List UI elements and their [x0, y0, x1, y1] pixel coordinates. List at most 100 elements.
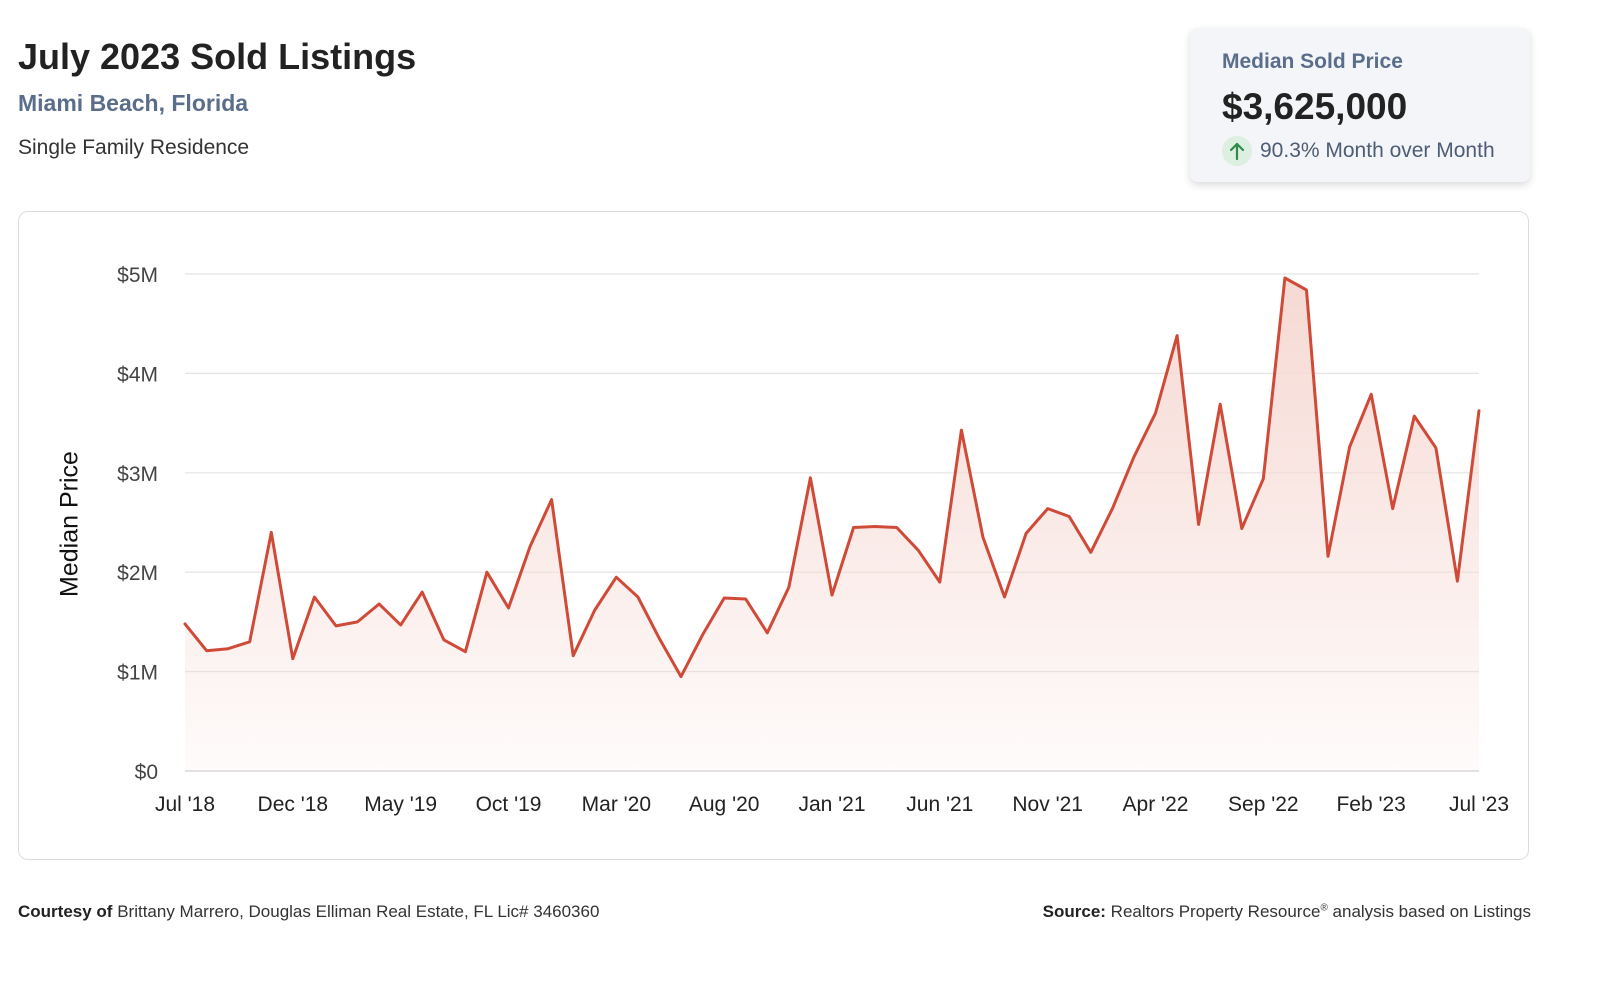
x-tick-label: Feb '23	[1336, 793, 1405, 816]
x-tick-label: Jul '23	[1449, 793, 1509, 816]
x-tick-label: Oct '19	[476, 793, 542, 816]
data-point	[313, 596, 316, 599]
x-tick-label: May '19	[364, 793, 437, 816]
data-point	[895, 526, 898, 529]
data-point	[356, 620, 359, 623]
data-point	[1219, 403, 1222, 406]
x-tick-label: Nov '21	[1012, 793, 1083, 816]
data-point	[1434, 446, 1437, 449]
data-point	[1478, 409, 1481, 412]
data-point	[572, 654, 575, 657]
area-fill	[185, 278, 1479, 771]
data-point	[270, 531, 273, 534]
location-subtitle: Miami Beach, Florida	[18, 90, 249, 116]
data-point	[1240, 527, 1243, 530]
data-point	[1391, 507, 1394, 510]
data-point	[1154, 412, 1157, 415]
data-point	[831, 594, 834, 597]
source-label: Source:	[1042, 902, 1106, 921]
card-value: $3,625,000	[1222, 86, 1408, 127]
data-point	[723, 597, 726, 600]
page-title: July 2023 Sold Listings	[18, 36, 417, 77]
data-point	[982, 536, 985, 539]
data-point	[184, 622, 187, 625]
data-point	[550, 498, 553, 501]
data-point	[593, 609, 596, 612]
x-tick-label: Dec '18	[258, 793, 329, 816]
data-point	[335, 624, 338, 627]
data-point	[809, 476, 812, 479]
median-sold-price-card: Median Sold Price $3,625,000 90.3% Month…	[1190, 28, 1530, 182]
data-point	[205, 649, 208, 652]
data-point	[464, 650, 467, 653]
data-point	[1089, 551, 1092, 554]
data-point	[1413, 415, 1416, 418]
arrow-up-icon	[1222, 136, 1252, 166]
data-point	[378, 603, 381, 606]
data-point	[874, 525, 877, 528]
data-point	[1348, 446, 1351, 449]
property-type: Single Family Residence	[18, 136, 250, 159]
y-tick-label: $5M	[117, 264, 158, 287]
data-point	[421, 591, 424, 594]
data-point	[1132, 455, 1135, 458]
data-point	[960, 429, 963, 432]
data-point	[1262, 477, 1265, 480]
data-point	[917, 549, 920, 552]
courtesy-label: Courtesy of	[18, 902, 113, 921]
data-point	[938, 581, 941, 584]
y-tick-label: $3M	[117, 463, 158, 486]
data-point	[227, 647, 230, 650]
y-axis-label: Median Price	[55, 451, 84, 597]
data-point	[1283, 277, 1286, 280]
data-point	[636, 596, 639, 599]
x-tick-label: Jul '18	[155, 793, 215, 816]
x-tick-label: Apr '22	[1123, 793, 1189, 816]
data-point	[1025, 532, 1028, 535]
courtesy-footer: Courtesy of Brittany Marrero, Douglas El…	[18, 902, 599, 922]
x-tick-label: Sep '22	[1228, 793, 1299, 816]
card-change-text: 90.3% Month over Month	[1260, 139, 1495, 162]
data-point	[529, 545, 532, 548]
data-point	[852, 526, 855, 529]
source-footer: Source: Realtors Property Resource® anal…	[1043, 902, 1531, 922]
source-text: Realtors Property Resource	[1110, 902, 1321, 921]
data-point	[1370, 393, 1373, 396]
courtesy-text: Brittany Marrero, Douglas Elliman Real E…	[117, 902, 600, 921]
data-point	[1046, 507, 1049, 510]
data-point	[680, 675, 683, 678]
data-point	[1068, 515, 1071, 518]
data-point	[1176, 334, 1179, 337]
x-tick-label: Aug '20	[689, 793, 760, 816]
data-point	[507, 607, 510, 610]
data-point	[1197, 523, 1200, 526]
data-point	[787, 586, 790, 589]
y-tick-label: $0	[135, 761, 158, 784]
data-point	[744, 598, 747, 601]
data-point	[1003, 596, 1006, 599]
source-text-2: analysis based on Listings	[1327, 902, 1531, 921]
data-point	[248, 640, 251, 643]
data-point	[291, 657, 294, 660]
data-point	[442, 638, 445, 641]
data-point	[485, 571, 488, 574]
data-point	[1305, 288, 1308, 291]
data-point	[615, 576, 618, 579]
data-point	[1456, 580, 1459, 583]
data-point	[701, 633, 704, 636]
data-point	[658, 637, 661, 640]
x-tick-label: Jun '21	[906, 793, 973, 816]
x-tick-label: Jan '21	[798, 793, 865, 816]
y-tick-label: $1M	[117, 662, 158, 685]
card-label: Median Sold Price	[1222, 50, 1403, 73]
data-point	[766, 631, 769, 634]
data-point	[1111, 507, 1114, 510]
data-point	[399, 623, 402, 626]
registered-mark: ®	[1320, 902, 1328, 914]
x-tick-label: Mar '20	[582, 793, 651, 816]
series-line	[183, 276, 1481, 679]
data-point	[1327, 555, 1330, 558]
y-tick-label: $4M	[117, 363, 158, 386]
y-tick-label: $2M	[117, 562, 158, 585]
